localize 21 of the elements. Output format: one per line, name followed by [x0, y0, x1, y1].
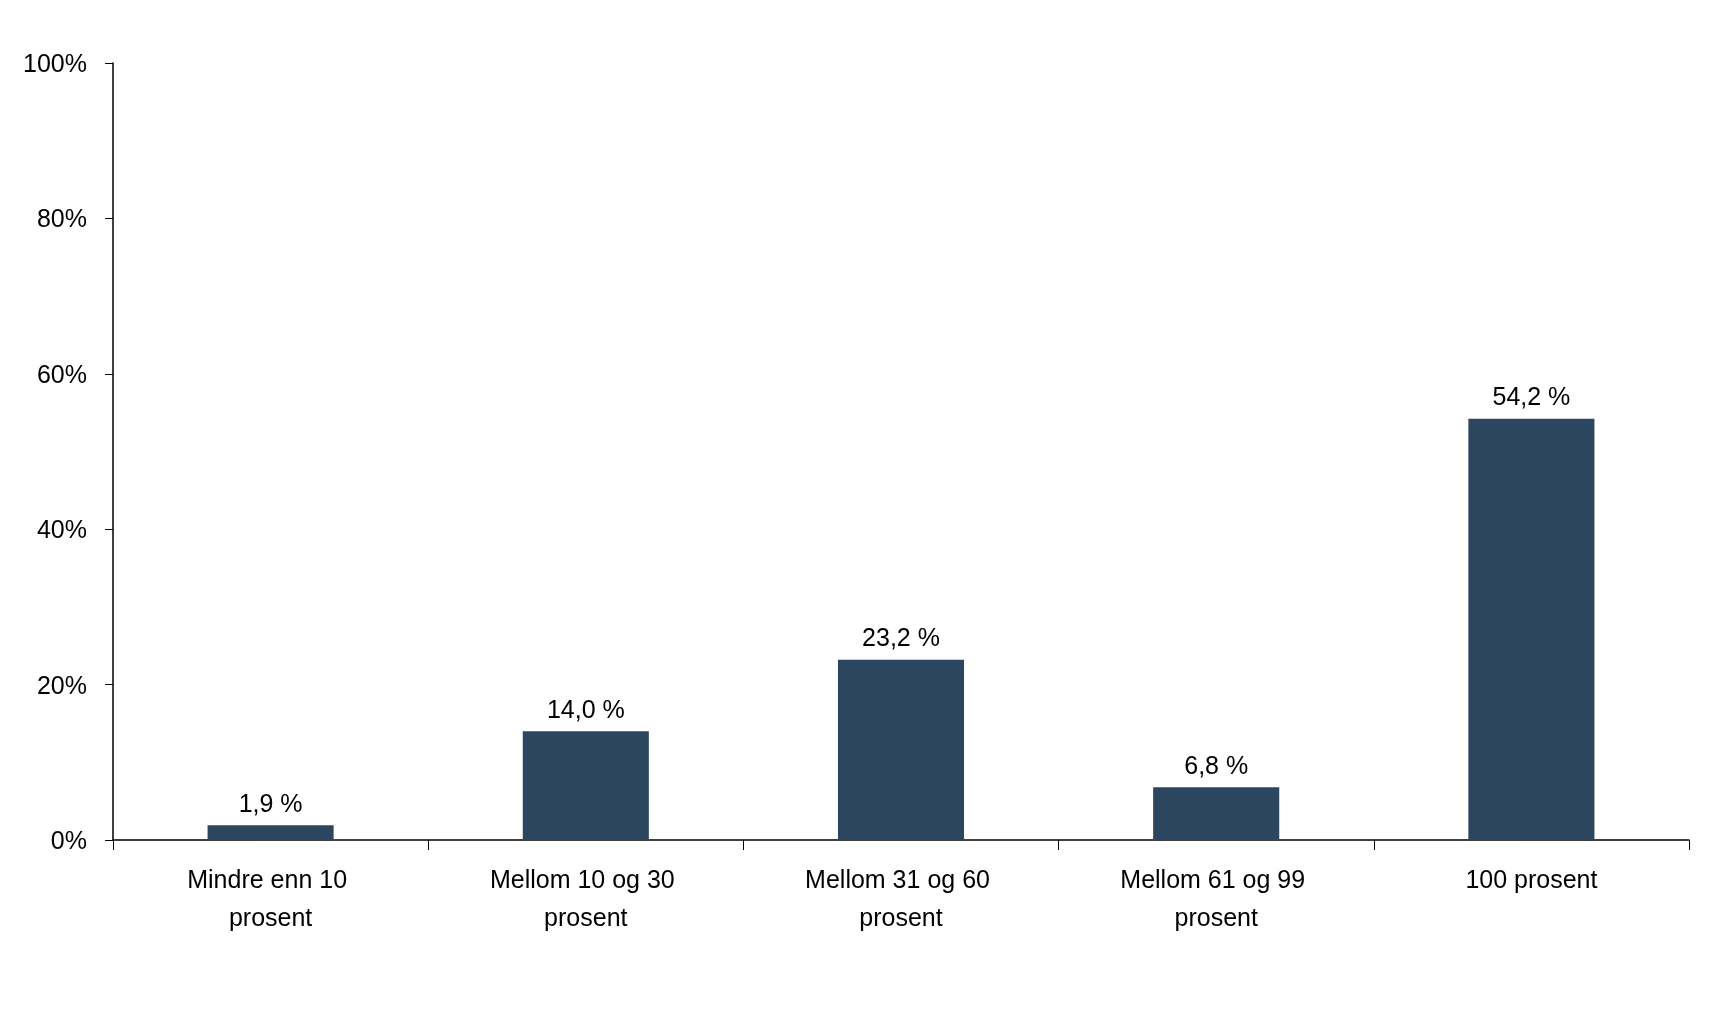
bar — [1153, 787, 1280, 840]
y-tick-label: 80% — [36, 204, 87, 233]
x-tick-label: Mindre enn 10 prosent — [187, 865, 354, 931]
x-tick-label: 100 prosent — [1465, 865, 1598, 893]
data-label: 54,2 % — [1492, 382, 1571, 411]
bar — [1468, 418, 1595, 840]
x-tick-label: Mellom 10 og 30 prosent — [489, 865, 682, 931]
data-label: 1,9 % — [238, 788, 303, 817]
y-tick-label: 100% — [23, 49, 87, 77]
y-tick-label: 40% — [36, 515, 87, 544]
data-label: 14,0 % — [546, 694, 625, 723]
data-label: 6,8 % — [1184, 750, 1249, 779]
bar — [837, 659, 965, 840]
data-label: 23,2 % — [862, 623, 940, 652]
x-tick-label: Mellom 61 og 99 prosent — [1120, 865, 1313, 931]
x-tick-label: Mellom 31 og 60 prosent — [805, 865, 997, 931]
y-tick-label: 20% — [36, 670, 87, 699]
bar — [207, 825, 334, 840]
y-tick-label: 60% — [36, 359, 87, 388]
bar — [522, 731, 649, 840]
y-tick-label: 0% — [50, 826, 87, 854]
